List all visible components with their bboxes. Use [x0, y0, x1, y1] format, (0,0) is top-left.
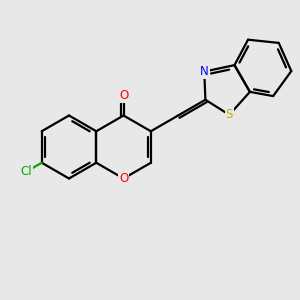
Text: Cl: Cl	[21, 165, 32, 178]
Text: O: O	[119, 172, 128, 185]
Text: N: N	[200, 65, 209, 78]
Text: S: S	[226, 108, 233, 121]
Text: O: O	[119, 89, 128, 103]
